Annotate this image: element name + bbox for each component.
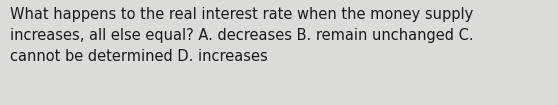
Text: What happens to the real interest rate when the money supply
increases, all else: What happens to the real interest rate w…	[10, 7, 474, 64]
